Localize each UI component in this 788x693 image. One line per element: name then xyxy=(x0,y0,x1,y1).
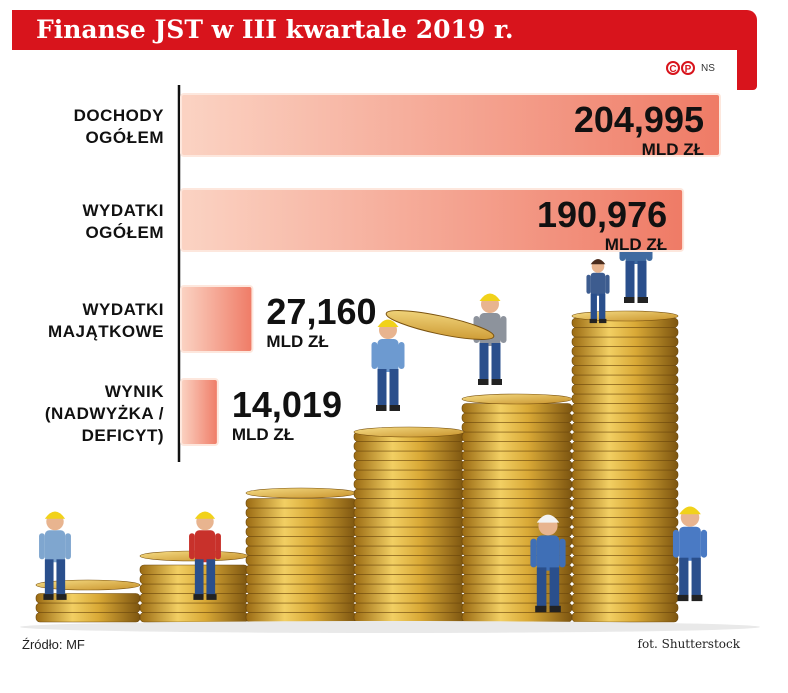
worker-figure-icon xyxy=(672,506,708,602)
bar xyxy=(180,378,219,446)
category-label: DEFICYT) xyxy=(82,426,164,445)
coin-stack xyxy=(353,426,465,623)
worker-figure-icon xyxy=(586,259,610,324)
value-label: 204,995 xyxy=(574,99,704,140)
ground-shadow xyxy=(20,621,760,633)
bar xyxy=(180,93,721,157)
coin-stack xyxy=(571,310,679,623)
category-label: OGÓŁEM xyxy=(85,223,164,242)
worker-figure-icon xyxy=(189,511,221,600)
worker-figure-icon xyxy=(39,511,71,600)
coin-stack xyxy=(139,550,249,623)
workers-illustration xyxy=(39,211,708,613)
chart-title: Finanse JST w III kwartale 2019 r. xyxy=(36,15,514,44)
bar xyxy=(180,188,685,252)
copyright-p-icon: P xyxy=(681,61,695,75)
carried-coin-icon xyxy=(385,310,495,340)
coin-stack xyxy=(245,487,357,623)
copyright-c-icon: C xyxy=(666,61,680,75)
category-label: WYNIK xyxy=(105,382,164,401)
copyright-mark: C P NS xyxy=(666,61,736,77)
value-label: 190,976 xyxy=(537,194,667,235)
category-label: WYDATKI xyxy=(82,201,164,220)
coin-top xyxy=(353,426,465,438)
copyright-ns-label: NS xyxy=(701,62,715,74)
value-label: 27,160 xyxy=(266,291,376,332)
unit-label: MLD ZŁ xyxy=(232,425,294,444)
worker-figure-icon xyxy=(530,514,566,613)
source-note: Źródło: MF xyxy=(22,637,85,652)
bar xyxy=(180,285,254,353)
coin-top xyxy=(571,310,679,322)
category-label: MAJĄTKOWE xyxy=(48,322,164,341)
title-banner xyxy=(12,10,757,50)
value-label: 14,019 xyxy=(232,384,342,425)
category-label: (NADWYŻKA / xyxy=(45,404,164,423)
unit-label: MLD ZŁ xyxy=(266,332,328,351)
unit-label: MLD ZŁ xyxy=(605,235,667,254)
category-label: WYDATKI xyxy=(82,300,164,319)
category-label: OGÓŁEM xyxy=(85,128,164,147)
title-banner-tab xyxy=(737,28,757,90)
coin-top xyxy=(461,393,573,405)
category-label: DOCHODY xyxy=(74,106,165,125)
coin-top xyxy=(245,487,357,499)
photo-credit: fot. Shutterstock xyxy=(637,637,740,651)
worker-figure-icon xyxy=(371,319,405,411)
unit-label: MLD ZŁ xyxy=(642,140,704,159)
